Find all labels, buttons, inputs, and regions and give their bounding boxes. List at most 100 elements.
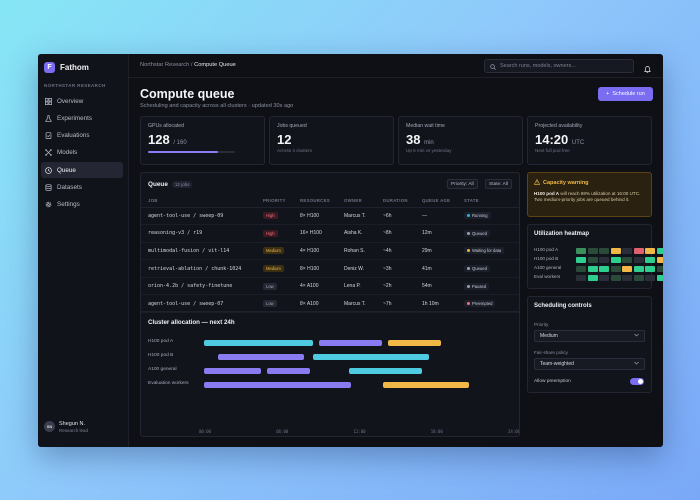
lane-label: A100 general: [148, 367, 177, 372]
toggle-knob: [638, 379, 643, 384]
allocation-segment[interactable]: [267, 368, 310, 374]
sidebar-item-overview[interactable]: Overview: [41, 93, 123, 109]
heatmap-cell[interactable]: [633, 275, 644, 281]
heatmap-cell[interactable]: [622, 257, 632, 263]
heatmap-cell[interactable]: [587, 275, 598, 281]
sidebar-item-datasets[interactable]: Datasets: [41, 179, 123, 195]
breadcrumb-parent[interactable]: Northstar Research: [140, 62, 190, 68]
heatmap-cell[interactable]: [576, 248, 586, 254]
heatmap-cell[interactable]: [633, 266, 644, 272]
table-row[interactable]: multimodal-fusion / vit-l14 Medium 4× H100…: [141, 242, 519, 261]
job-name[interactable]: retrieval-ablation / chunk-1024: [141, 259, 263, 278]
heatmap-cell[interactable]: [576, 275, 586, 281]
heatmap-cell[interactable]: [656, 275, 663, 281]
notification-bell-icon[interactable]: [643, 61, 652, 73]
heatmap-cell[interactable]: [622, 275, 632, 281]
stat-value: 14:20 UTC: [535, 132, 585, 147]
status-badge: Queued: [464, 229, 490, 237]
priority-select[interactable]: Medium: [534, 330, 645, 342]
table-row[interactable]: orion-4.2b / safety-finetune Low 4× A100 Le…: [141, 277, 519, 296]
sidebar-item-evaluations[interactable]: Evaluations: [41, 128, 123, 144]
heatmap-cell[interactable]: [599, 275, 609, 281]
queue-title: Queue: [148, 181, 168, 188]
owner-cell: Deniz W.: [344, 259, 383, 278]
allocation-segment[interactable]: [349, 368, 422, 374]
heatmap-cell[interactable]: [633, 248, 644, 254]
queue-panel: Queue 12 jobs Priority: All State: All J…: [140, 172, 520, 437]
heatmap-cell[interactable]: [576, 257, 586, 263]
allocation-segment[interactable]: [318, 340, 382, 346]
heatmap-row-label: H100 pod B: [534, 256, 559, 261]
heatmap-cell[interactable]: [645, 275, 655, 281]
sidebar-item-queue[interactable]: Queue: [41, 162, 123, 179]
column-header[interactable]: JOB: [141, 195, 263, 208]
heatmap-cell[interactable]: [599, 266, 609, 272]
stat-label: Projected availability: [535, 123, 583, 129]
heatmap-cell[interactable]: [599, 257, 609, 263]
job-name[interactable]: agent-tool-use / sweep-09: [141, 207, 263, 226]
allocation-segment[interactable]: [388, 340, 441, 346]
heatmap-cell[interactable]: [599, 248, 609, 254]
allocation-segment[interactable]: [382, 382, 470, 388]
priority-filter[interactable]: Priority: All: [447, 179, 478, 189]
heatmap-cell[interactable]: [645, 257, 655, 263]
brand[interactable]: F Fathom: [44, 62, 89, 73]
heatmap-cell[interactable]: [622, 248, 632, 254]
heatmap-cell[interactable]: [656, 266, 663, 272]
stat-value: 12: [277, 132, 292, 147]
allocation-segment[interactable]: [218, 354, 305, 360]
policy-select[interactable]: Team-weighted: [534, 358, 645, 370]
allocation-segment[interactable]: [204, 382, 351, 388]
org-label: NORTHSTAR RESEARCH: [44, 83, 106, 88]
table-row[interactable]: agent-tool-use / sweep-09 High 8× H100 Marc…: [141, 207, 519, 226]
heatmap-cell[interactable]: [656, 248, 663, 254]
heatmap-cell[interactable]: [622, 266, 632, 272]
column-header[interactable]: QUEUE AGE: [422, 195, 464, 208]
heatmap-cell[interactable]: [587, 266, 598, 272]
duration-cell: ~3h: [383, 259, 422, 278]
heatmap-cell[interactable]: [656, 257, 663, 263]
user-profile[interactable]: SN Shegun N. Research lead: [44, 421, 88, 433]
table-row[interactable]: reasoning-v3 / r19 High 16× H100 Aisha K. ~8…: [141, 224, 519, 243]
state-filter[interactable]: State: All: [485, 179, 512, 189]
table-row[interactable]: agent-tool-use / sweep-07 Low 8× A100 Marcu…: [141, 294, 519, 314]
allocation-segment[interactable]: [204, 340, 314, 346]
heatmap-cell[interactable]: [610, 275, 621, 281]
schedule-run-button[interactable]: + Schedule run: [598, 87, 653, 101]
search-input[interactable]: Search runs, models, owners...: [484, 59, 634, 73]
app-logo: F: [44, 62, 55, 73]
heatmap-cell[interactable]: [610, 257, 621, 263]
job-name[interactable]: reasoning-v3 / r19: [141, 224, 263, 243]
sidebar-item-settings[interactable]: Settings: [41, 197, 123, 213]
column-header[interactable]: DURATION: [383, 195, 422, 208]
job-name[interactable]: multimodal-fusion / vit-l14: [141, 242, 263, 261]
table-row[interactable]: retrieval-ablation / chunk-1024 Medium 8× …: [141, 259, 519, 278]
heatmap-cell[interactable]: [576, 266, 586, 272]
heatmap-cell[interactable]: [587, 248, 598, 254]
page-title: Compute queue: [140, 87, 235, 101]
allocation-segment[interactable]: [313, 354, 430, 360]
job-name[interactable]: orion-4.2b / safety-finetune: [141, 277, 263, 296]
sidebar-item-models[interactable]: Models: [41, 145, 123, 161]
heatmap-cell[interactable]: [645, 266, 655, 272]
column-header[interactable]: OWNER: [344, 195, 383, 208]
jobs-table: JOB PRIORITY RESOURCES OWNER DURATION QU…: [141, 195, 519, 314]
heatmap-cell[interactable]: [610, 248, 621, 254]
column-header[interactable]: STATE: [464, 195, 519, 208]
heatmap-cell[interactable]: [610, 266, 621, 272]
column-header[interactable]: PRIORITY: [263, 195, 300, 208]
heatmap-cell[interactable]: [633, 257, 644, 263]
stat-note: Up 6 min vs yesterday: [406, 148, 452, 153]
column-header[interactable]: RESOURCES: [300, 195, 344, 208]
heatmap-cell[interactable]: [587, 257, 598, 263]
flask-icon: [45, 115, 52, 122]
heatmap-cell[interactable]: [645, 248, 655, 254]
preemption-toggle[interactable]: [630, 378, 644, 385]
job-name[interactable]: agent-tool-use / sweep-07: [141, 294, 263, 314]
sidebar-item-experiments[interactable]: Experiments: [41, 110, 123, 126]
sidebar-item-label: Models: [57, 149, 78, 157]
allocation-segment[interactable]: [204, 368, 261, 374]
status-dot: [467, 214, 470, 218]
time-tick-label: 18:00: [430, 429, 443, 434]
status-dot: [467, 231, 470, 235]
